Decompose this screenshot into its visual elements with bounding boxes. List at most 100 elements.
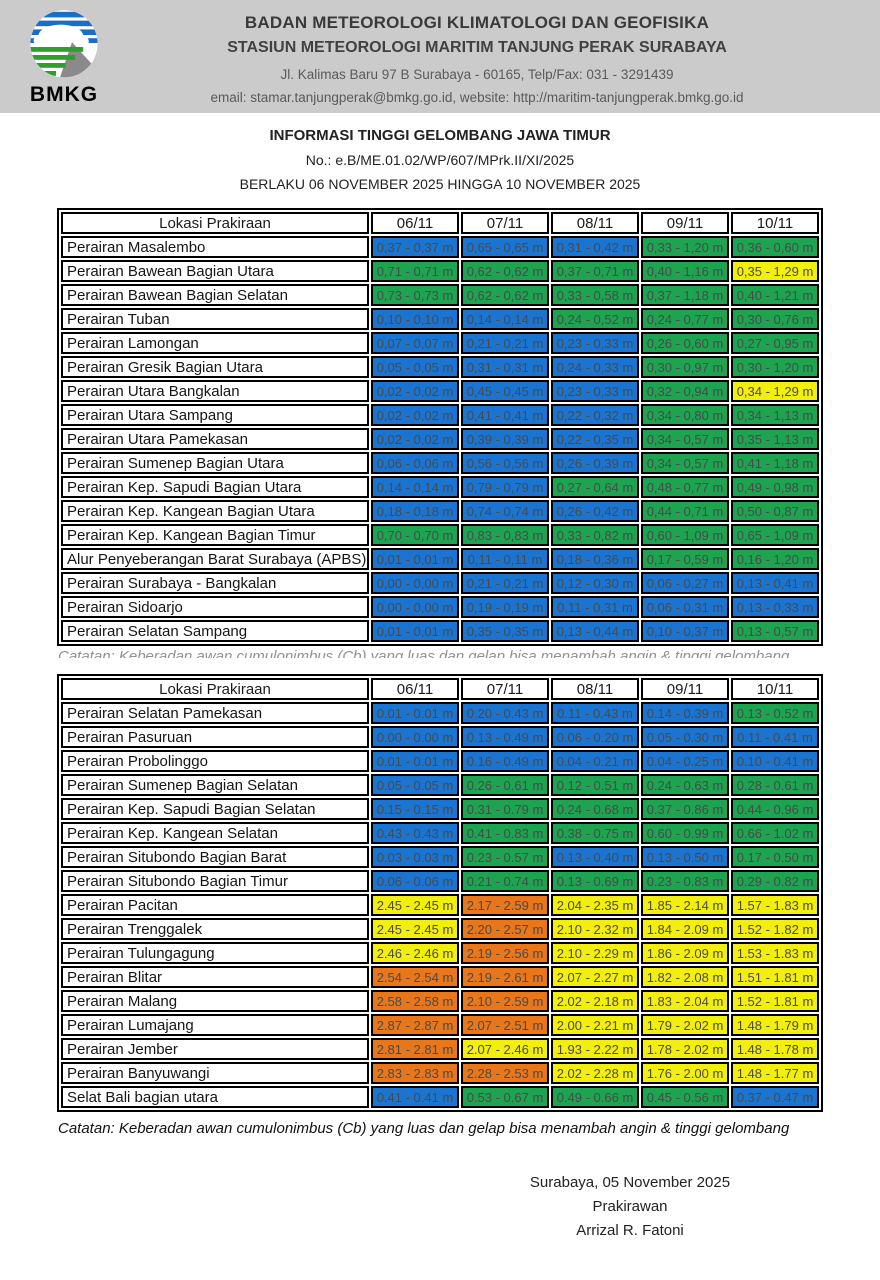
wave-height-cell: 0,12 - 0,30 m <box>551 572 639 594</box>
wave-height-cell: 0,14 - 0,14 m <box>371 476 459 498</box>
column-header-date: 07/11 <box>461 678 549 700</box>
wave-height-cell: 0,00 - 0,00 m <box>371 572 459 594</box>
location-cell: Perairan Trenggalek <box>61 918 369 940</box>
table-header-row: Lokasi Prakiraan 06/11 07/11 08/11 09/11 10/1… <box>61 212 819 234</box>
table-row: Perairan Sumenep Bagian Utara 0,06 - 0,06… <box>61 452 819 474</box>
column-header-location: Lokasi Prakiraan <box>61 212 369 234</box>
wave-height-cell: 0.13 - 0.50 m <box>641 846 729 868</box>
location-cell: Perairan Selatan Pamekasan <box>61 702 369 724</box>
wave-height-cell: 0,00 - 0,00 m <box>371 596 459 618</box>
location-cell: Selat Bali bagian utara <box>61 1086 369 1108</box>
wave-height-cell: 0.06 - 0.06 m <box>371 870 459 892</box>
wave-height-cell: 1.85 - 2.14 m <box>641 894 729 916</box>
wave-height-cell: 0,34 - 1,29 m <box>731 380 819 402</box>
column-header-date: 09/11 <box>641 678 729 700</box>
wave-height-cell: 1.84 - 2.09 m <box>641 918 729 940</box>
table-row: Perairan Banyuwangi 2.83 - 2.83 m 2.28 - 2… <box>61 1062 819 1084</box>
wave-height-table-2: Lokasi Prakiraan 06/11 07/11 08/11 09/11 10/1… <box>57 674 823 1112</box>
wave-height-cell: 0,73 - 0,73 m <box>371 284 459 306</box>
table-row: Perairan Kep. Sapudi Bagian Selatan 0.15 … <box>61 798 819 820</box>
wave-height-cell: 0,06 - 0,27 m <box>641 572 729 594</box>
wave-height-cell: 0,56 - 0,56 m <box>461 452 549 474</box>
location-cell: Perairan Tulungagung <box>61 942 369 964</box>
wave-height-cell: 0,32 - 0,94 m <box>641 380 729 402</box>
wave-height-cell: 0,06 - 0,06 m <box>371 452 459 474</box>
wave-height-cell: 0.23 - 0.57 m <box>461 846 549 868</box>
wave-height-cell: 0,06 - 0,31 m <box>641 596 729 618</box>
wave-height-cell: 0,05 - 0,05 m <box>371 356 459 378</box>
bmkg-logo-text: BMKG <box>29 83 99 106</box>
table-row: Perairan Tulungagung 2.46 - 2.46 m 2.19 - … <box>61 942 819 964</box>
bmkg-logo-icon <box>30 10 98 78</box>
table-row: Selat Bali bagian utara 0.41 - 0.41 m 0.53… <box>61 1086 819 1108</box>
table-row: Perairan Malang 2.58 - 2.58 m 2.10 - 2.59 … <box>61 990 819 1012</box>
wave-height-cell: 0.13 - 0.49 m <box>461 726 549 748</box>
wave-height-cell: 0.20 - 0.43 m <box>461 702 549 724</box>
location-cell: Perairan Lumajang <box>61 1014 369 1036</box>
wave-height-cell: 2.46 - 2.46 m <box>371 942 459 964</box>
table-row: Perairan Kep. Sapudi Bagian Utara 0,14 - … <box>61 476 819 498</box>
table-row: Perairan Kep. Kangean Bagian Utara 0,18 -… <box>61 500 819 522</box>
wave-height-cell: 0.45 - 0.56 m <box>641 1086 729 1108</box>
wave-height-cell: 0.13 - 0.40 m <box>551 846 639 868</box>
wave-height-cell: 2.10 - 2.59 m <box>461 990 549 1012</box>
signature-name: Arrizal R. Fatoni <box>576 1222 684 1239</box>
wave-height-cell: 1.76 - 2.00 m <box>641 1062 729 1084</box>
wave-height-cell: 0.03 - 0.03 m <box>371 846 459 868</box>
wave-height-cell: 0.31 - 0.79 m <box>461 798 549 820</box>
wave-height-cell: 0.14 - 0.39 m <box>641 702 729 724</box>
wave-height-cell: 0,60 - 1,09 m <box>641 524 729 546</box>
wave-height-cell: 2.02 - 2.28 m <box>551 1062 639 1084</box>
wave-height-cell: 0,26 - 0,42 m <box>551 500 639 522</box>
location-cell: Perairan Utara Pamekasan <box>61 428 369 450</box>
wave-height-cell: 0,13 - 0,57 m <box>731 620 819 642</box>
wave-height-cell: 0.05 - 0.30 m <box>641 726 729 748</box>
wave-height-cell: 0,35 - 1,13 m <box>731 428 819 450</box>
table-row: Perairan Lumajang 2.87 - 2.87 m 2.07 - 2.5… <box>61 1014 819 1036</box>
table-row: Perairan Situbondo Bagian Timur 0.06 - 0.… <box>61 870 819 892</box>
wave-height-cell: 0,24 - 0,52 m <box>551 308 639 330</box>
wave-height-cell: 0.06 - 0.20 m <box>551 726 639 748</box>
table-row: Perairan Situbondo Bagian Barat 0.03 - 0.… <box>61 846 819 868</box>
wave-height-cell: 2.00 - 2.21 m <box>551 1014 639 1036</box>
location-cell: Perairan Bawean Bagian Utara <box>61 260 369 282</box>
wave-height-cell: 2.20 - 2.57 m <box>461 918 549 940</box>
wave-height-cell: 0,26 - 0,60 m <box>641 332 729 354</box>
table-header-row: Lokasi Prakiraan 06/11 07/11 08/11 09/11 10/1… <box>61 678 819 700</box>
wave-height-cell: 0,07 - 0,07 m <box>371 332 459 354</box>
wave-height-cell: 0,30 - 0,97 m <box>641 356 729 378</box>
wave-height-cell: 0,27 - 0,95 m <box>731 332 819 354</box>
location-cell: Perairan Sumenep Bagian Selatan <box>61 774 369 796</box>
wave-height-cell: 0,01 - 0,01 m <box>371 548 459 570</box>
location-cell: Perairan Pasuruan <box>61 726 369 748</box>
station-address: Jl. Kalimas Baru 97 B Surabaya - 60165, … <box>280 67 674 82</box>
table-row: Perairan Sumenep Bagian Selatan 0.05 - 0.… <box>61 774 819 796</box>
table-row: Perairan Utara Bangkalan 0,02 - 0,02 m 0,4… <box>61 380 819 402</box>
table-row: Perairan Utara Pamekasan 0,02 - 0,02 m 0,3… <box>61 428 819 450</box>
column-header-date: 08/11 <box>551 678 639 700</box>
wave-height-cell: 0,02 - 0,02 m <box>371 428 459 450</box>
wave-height-cell: 2.19 - 2.61 m <box>461 966 549 988</box>
wave-height-cell: 0,17 - 0,59 m <box>641 548 729 570</box>
wave-height-cell: 0.41 - 0.41 m <box>371 1086 459 1108</box>
wave-height-cell: 0,33 - 1,20 m <box>641 236 729 258</box>
table-row: Alur Penyeberangan Barat Surabaya (APBS)… <box>61 548 819 570</box>
wave-height-cell: 0,24 - 0,33 m <box>551 356 639 378</box>
wave-height-cell: 1.78 - 2.02 m <box>641 1038 729 1060</box>
wave-height-cell: 0,10 - 0,10 m <box>371 308 459 330</box>
wave-height-cell: 0.00 - 0.00 m <box>371 726 459 748</box>
column-header-date: 08/11 <box>551 212 639 234</box>
wave-height-cell: 0.11 - 0.43 m <box>551 702 639 724</box>
location-cell: Perairan Surabaya - Bangkalan <box>61 572 369 594</box>
table-row: Perairan Jember 2.81 - 2.81 m 2.07 - 2.46 … <box>61 1038 819 1060</box>
wave-height-cell: 1.86 - 2.09 m <box>641 942 729 964</box>
location-cell: Perairan Kep. Kangean Bagian Utara <box>61 500 369 522</box>
table-row: Perairan Lamongan 0,07 - 0,07 m 0,21 - 0,2… <box>61 332 819 354</box>
wave-height-cell: 0,44 - 0,71 m <box>641 500 729 522</box>
wave-height-cell: 0,22 - 0,35 m <box>551 428 639 450</box>
location-cell: Perairan Sidoarjo <box>61 596 369 618</box>
wave-height-cell: 0.24 - 0.63 m <box>641 774 729 796</box>
bulletin-title-block: INFORMASI TINGGI GELOMBANG JAWA TIMUR No… <box>0 127 880 192</box>
wave-height-cell: 0,21 - 0,21 m <box>461 332 549 354</box>
wave-height-cell: 1.48 - 1.79 m <box>731 1014 819 1036</box>
